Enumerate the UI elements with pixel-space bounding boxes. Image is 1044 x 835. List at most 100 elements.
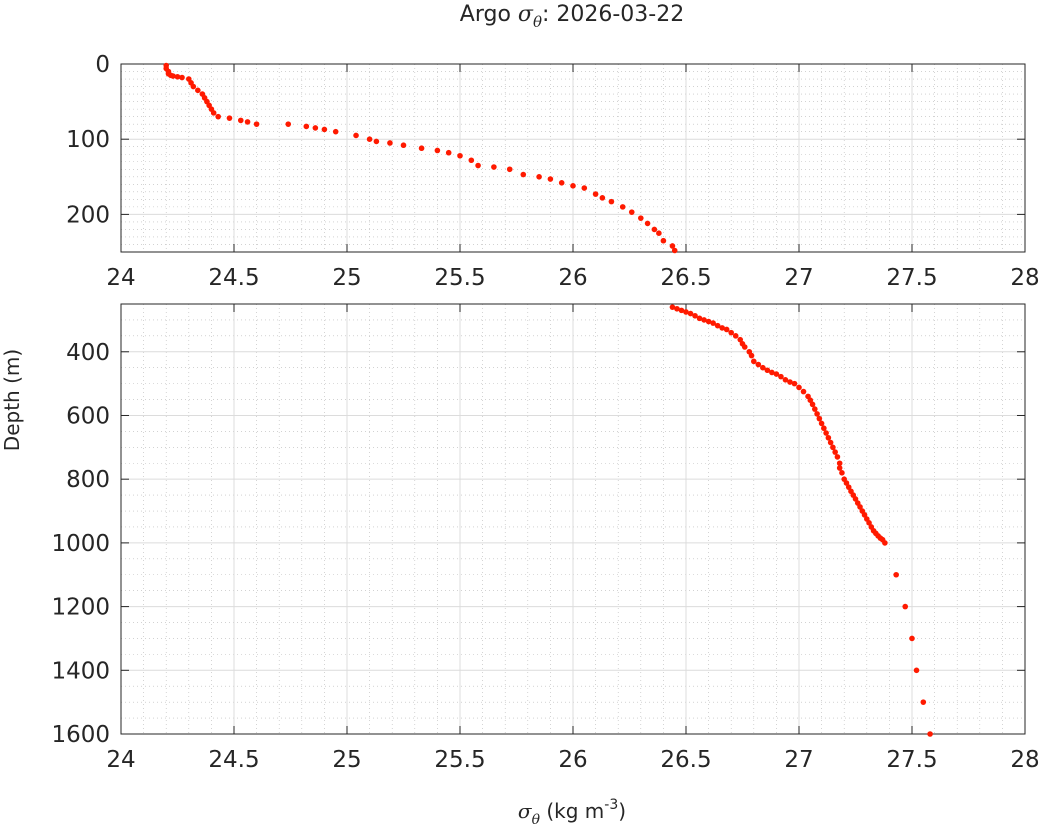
data-point	[791, 380, 798, 387]
data-point	[226, 115, 233, 121]
data-point	[723, 326, 730, 333]
data-point	[812, 406, 818, 412]
data-point	[705, 318, 712, 325]
lower-data-points	[669, 304, 933, 737]
data-point	[796, 384, 802, 391]
data-point	[719, 325, 725, 331]
data-point	[638, 215, 644, 221]
data-point	[836, 465, 843, 471]
data-point	[814, 411, 820, 417]
y-tick-label: 1000	[51, 531, 110, 557]
data-point	[755, 361, 762, 368]
data-point	[825, 434, 832, 441]
data-point	[321, 126, 328, 133]
x-tick-label: 24.5	[208, 747, 259, 773]
data-point	[599, 195, 606, 201]
data-point	[547, 176, 554, 182]
data-point	[882, 540, 888, 546]
data-point	[902, 603, 909, 610]
data-point	[751, 358, 757, 365]
data-point	[861, 512, 868, 518]
data-point	[778, 373, 784, 380]
data-point	[581, 185, 588, 191]
data-point	[845, 484, 852, 490]
data-point	[244, 119, 251, 125]
data-point	[714, 322, 721, 329]
data-point	[701, 317, 707, 323]
data-point	[520, 171, 527, 178]
lower-panel: 24 24.5 25 25.5 26 26.5 27 27.5 28 400 600 800 1000 1…	[51, 303, 1040, 773]
x-tick-label: 26.5	[660, 747, 711, 773]
lower-ticks: 24 24.5 25 25.5 26 26.5 27 27.5 28 400 600 800 1000 1…	[51, 304, 1040, 773]
y-tick-label: 1200	[51, 595, 110, 621]
data-point	[303, 123, 310, 130]
data-point	[468, 157, 475, 164]
y-tick-label: 100	[66, 127, 110, 153]
title-symbol: σ	[518, 2, 534, 27]
data-point	[760, 364, 766, 371]
data-point	[190, 83, 197, 90]
lower-grid	[121, 304, 1025, 734]
x-tick-label: 26	[558, 265, 587, 291]
data-point	[536, 174, 542, 180]
data-point	[741, 344, 748, 350]
data-point	[491, 164, 497, 170]
x-tick-label: 25	[332, 747, 361, 773]
x-tick-label: 28	[1010, 265, 1039, 291]
data-point	[174, 73, 181, 80]
data-point	[839, 470, 845, 476]
x-axis-label-units-close: )	[618, 799, 626, 823]
data-point	[866, 520, 872, 526]
data-point	[671, 247, 678, 254]
data-point	[312, 125, 319, 131]
data-point	[834, 454, 841, 460]
data-point	[506, 166, 513, 173]
y-tick-label: 200	[66, 202, 110, 228]
x-tick-label: 27.5	[886, 265, 937, 291]
x-tick-label: 25	[332, 265, 361, 291]
data-point	[857, 504, 863, 510]
data-point	[696, 315, 703, 322]
data-point	[683, 309, 689, 315]
data-point	[660, 237, 667, 244]
data-point	[332, 128, 339, 135]
upper-data-points	[163, 62, 678, 254]
y-tick-label: 1600	[51, 722, 110, 748]
x-tick-label: 24	[106, 747, 135, 773]
data-point	[909, 635, 915, 642]
data-point	[656, 230, 662, 236]
data-point	[920, 699, 927, 705]
data-point	[215, 113, 221, 120]
y-tick-label: 400	[66, 340, 110, 366]
data-point	[285, 121, 292, 127]
x-tick-label: 25.5	[434, 265, 485, 291]
data-point	[387, 140, 393, 146]
x-axis-label-units: (kg m	[540, 799, 604, 823]
x-tick-label: 26	[558, 747, 587, 773]
data-point	[570, 183, 576, 189]
y-tick-label: 1400	[51, 658, 110, 684]
data-point	[457, 152, 463, 159]
data-point	[782, 377, 789, 383]
title-suffix: : 2026-03-22	[542, 2, 684, 27]
data-point	[893, 571, 899, 578]
data-point	[669, 243, 676, 249]
y-tick-label: 0	[95, 52, 110, 78]
data-point	[852, 496, 859, 502]
y-axis-label: Depth (m)	[0, 349, 24, 451]
upper-panel: 24 24.5 25 25.5 26 26.5 27 27.5 28 0 100 200	[66, 52, 1040, 291]
data-point	[669, 304, 676, 310]
title-prefix: Argo	[460, 2, 511, 27]
data-point	[179, 74, 185, 81]
data-point	[748, 352, 755, 359]
data-point	[764, 367, 771, 374]
data-point	[674, 305, 680, 312]
x-tick-label: 27	[784, 265, 813, 291]
data-point	[253, 121, 260, 127]
data-point	[809, 401, 816, 408]
data-point	[807, 397, 814, 403]
data-point	[832, 449, 838, 455]
x-axis-label-exponent: -3	[604, 797, 618, 813]
data-point	[692, 312, 698, 319]
data-point	[913, 667, 920, 674]
